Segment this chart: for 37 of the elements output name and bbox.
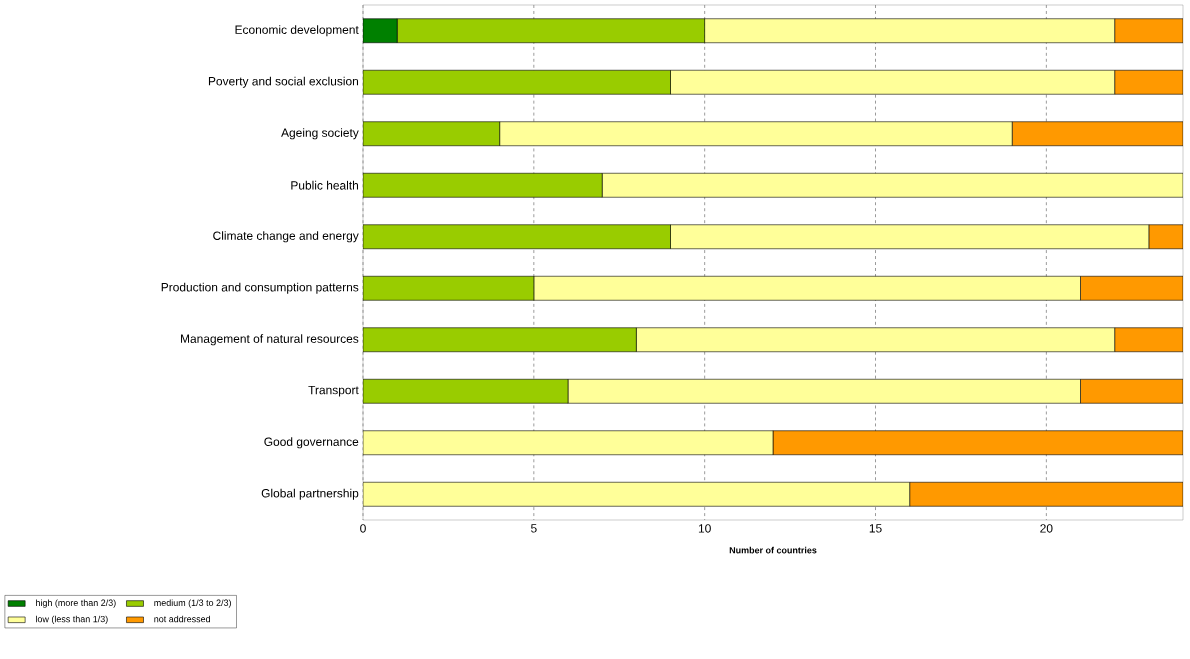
y-tick-label: Public health xyxy=(291,180,359,190)
x-tick-label: 0 xyxy=(360,524,366,533)
legend-label: medium (1/3 to 2/3) xyxy=(154,599,231,608)
x-tick-label: 5 xyxy=(531,524,537,533)
y-tick-label: Ageing society xyxy=(281,128,359,140)
legend-label: high (more than 2/3) xyxy=(36,599,116,608)
bar xyxy=(363,275,535,301)
x-tick-label: 20 xyxy=(1040,524,1053,533)
y-tick-label: Transport xyxy=(308,385,359,397)
bar xyxy=(363,121,500,147)
bar xyxy=(772,430,1184,456)
y-tick-label: Climate change and energy xyxy=(213,231,359,243)
y-tick-label: Good governance xyxy=(264,437,359,449)
bar xyxy=(1114,69,1184,95)
bar xyxy=(1080,378,1184,404)
y-tick-label: Global partnership xyxy=(261,488,359,500)
y-tick-label: Production and consumption patterns xyxy=(161,282,359,294)
bar xyxy=(909,481,1184,507)
bar xyxy=(1080,275,1184,301)
bar xyxy=(363,172,603,198)
legend-label: not addressed xyxy=(154,615,211,623)
y-tick-label: Poverty and social exclusion xyxy=(208,76,359,88)
bar xyxy=(363,224,671,250)
bar xyxy=(396,18,705,44)
bar xyxy=(1011,121,1184,147)
y-tick-label: Management of natural resources xyxy=(181,334,359,346)
bar xyxy=(363,69,671,95)
x-axis-title: Number of countries xyxy=(729,546,817,554)
y-tick-label: Economic development xyxy=(235,25,359,37)
bar xyxy=(1114,327,1184,353)
bar xyxy=(363,378,569,404)
x-tick-label: 10 xyxy=(698,524,711,533)
bar xyxy=(1148,224,1184,250)
bar xyxy=(363,327,637,353)
legend-label: low (less than 1/3) xyxy=(36,615,108,625)
x-tick-label: 15 xyxy=(869,524,882,533)
bar xyxy=(1114,18,1184,44)
